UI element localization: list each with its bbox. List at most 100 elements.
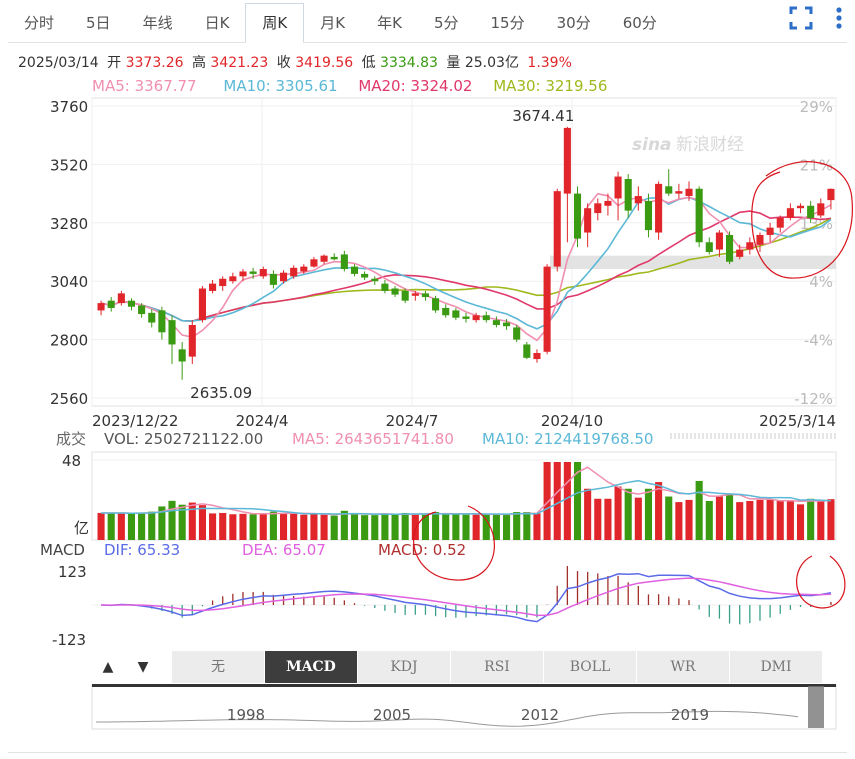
tab-8[interactable]: 15分 — [490, 14, 525, 32]
candle — [310, 256, 318, 268]
indicator-tab-5[interactable]: WR — [637, 651, 730, 683]
info-open: 3373.26 — [125, 55, 184, 71]
candle-body — [462, 316, 470, 319]
sina-logo-text: sina — [632, 135, 672, 155]
volume-bar — [533, 513, 541, 540]
volume-bar — [726, 493, 734, 540]
volume-bar — [219, 512, 227, 540]
volume-bar — [330, 515, 338, 540]
tab-0[interactable]: 分时 — [24, 14, 55, 32]
candle-body — [198, 288, 206, 321]
candle — [229, 272, 237, 284]
candle-body — [492, 320, 500, 325]
indicator-tab-4[interactable]: BOLL — [544, 651, 637, 683]
candle — [817, 198, 825, 218]
candle-body — [644, 200, 653, 231]
candle — [117, 290, 125, 306]
tab-4[interactable]: 周K — [245, 3, 305, 43]
volume-bar — [239, 513, 247, 540]
macd-dif: DIF: 65.33 — [104, 541, 180, 559]
volume-bar — [796, 504, 805, 540]
candle — [198, 286, 206, 323]
scroll-down-button[interactable]: ▼ — [137, 659, 149, 675]
macd-label: MACD — [40, 541, 85, 559]
volume-bar — [138, 512, 146, 540]
volume-bar — [746, 501, 754, 540]
candle-body — [188, 325, 196, 357]
volume-bar — [634, 497, 642, 540]
overview-top-bar — [92, 684, 836, 687]
candle — [472, 312, 480, 323]
candle — [269, 270, 277, 289]
ma5-legend: MA5: 3367.77 — [92, 77, 197, 95]
tab-2[interactable]: 年线 — [142, 14, 173, 32]
volume-bar — [168, 500, 176, 540]
overview-history-line — [96, 710, 799, 727]
candle — [421, 290, 429, 301]
pct-tick-label: 4% — [809, 273, 833, 291]
indicator-tab-1[interactable]: MACD — [265, 651, 358, 683]
candlestick-chart[interactable]: 3760 29%3520 21%3280 13%3040 4%2800 -4%2560 -1… — [0, 0, 855, 650]
volume-bar — [675, 502, 683, 540]
tab-7[interactable]: 5分 — [433, 14, 459, 32]
tab-6[interactable]: 年K — [377, 14, 402, 32]
y-tick-label: 2560 — [50, 390, 88, 408]
candle-body — [107, 300, 115, 308]
candle-body — [259, 269, 267, 277]
volume-bar — [310, 514, 318, 540]
candle-body — [452, 310, 460, 318]
candle-body — [695, 188, 703, 243]
candle-body — [604, 200, 612, 206]
candle-body — [817, 203, 825, 216]
volume-bar — [503, 514, 511, 540]
candle — [594, 198, 602, 221]
ma5-line — [100, 192, 832, 342]
info-change: 1.39% — [527, 55, 572, 71]
overview-range-handle[interactable] — [808, 686, 824, 728]
volume-bar — [817, 499, 825, 540]
candle — [614, 171, 622, 221]
fullscreen-icon[interactable] — [789, 6, 813, 30]
tab-9[interactable]: 30分 — [556, 14, 591, 32]
indicator-tab-3[interactable]: RSI — [451, 651, 544, 683]
candle-body — [523, 344, 531, 358]
candle-body — [655, 183, 663, 233]
indicator-tab-2[interactable]: KDJ — [358, 651, 451, 683]
tab-3[interactable]: 日K — [204, 14, 230, 32]
candle — [158, 306, 166, 340]
volume-bar — [513, 512, 521, 540]
volume-bar — [715, 496, 723, 540]
candle — [796, 203, 805, 214]
scroll-up-button[interactable]: ▲ — [102, 659, 114, 675]
candle-body — [127, 300, 136, 307]
tab-5[interactable]: 月K — [320, 14, 346, 32]
candle-body — [746, 242, 754, 250]
candle — [340, 250, 348, 272]
tab-10[interactable]: 60分 — [622, 14, 657, 32]
history-overview[interactable]: 1998 2005 2012 2019 — [0, 684, 855, 734]
candle — [239, 269, 247, 282]
volume-bar — [584, 488, 592, 540]
indicator-tab-bar: 无 MACD KDJ RSI BOLL WR DMI — [172, 651, 823, 683]
candle-body — [249, 271, 257, 274]
candle — [715, 230, 723, 257]
volume-bar — [249, 514, 257, 540]
indicator-tab-0[interactable]: 无 — [172, 651, 265, 683]
more-vertical-icon[interactable] — [835, 6, 843, 30]
candle-body — [442, 307, 450, 316]
volume-bar — [462, 514, 470, 540]
info-vol-label: 量 — [446, 55, 461, 71]
indicator-tab-6[interactable]: DMI — [730, 651, 823, 683]
volume-bar — [543, 462, 551, 540]
candle — [290, 265, 298, 279]
candle — [705, 237, 713, 255]
candle — [553, 188, 561, 272]
volume-ma5: MA5: 2643651741.80 — [292, 430, 454, 448]
candle — [300, 264, 308, 274]
candle — [259, 266, 267, 279]
tab-1[interactable]: 5日 — [86, 14, 111, 32]
y-tick-label: 3760 — [50, 98, 88, 116]
candle — [624, 174, 632, 218]
candle-body — [361, 273, 369, 278]
candle — [320, 254, 328, 265]
